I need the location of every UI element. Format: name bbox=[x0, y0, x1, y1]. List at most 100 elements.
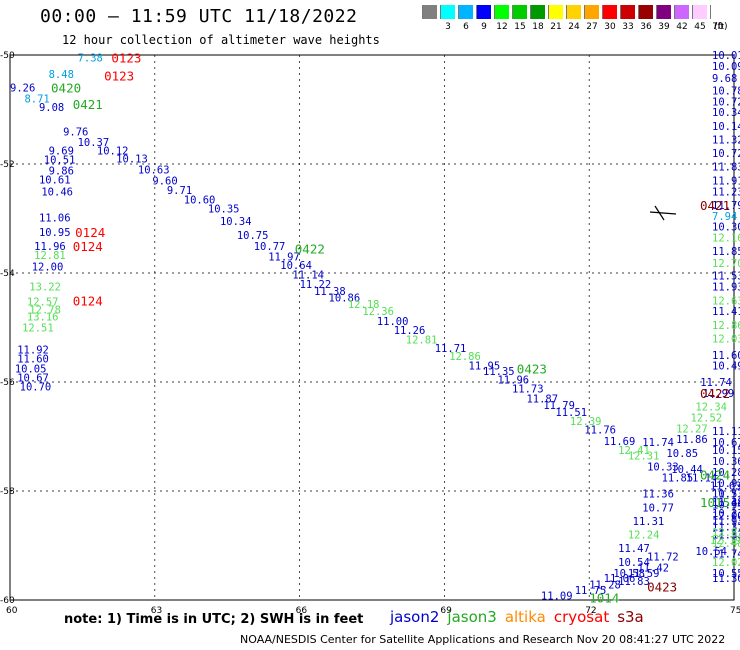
wave-height-label: 11.48 bbox=[712, 497, 740, 509]
pass-id-label: 0124 bbox=[75, 225, 105, 240]
pass-id-label: 0424 bbox=[700, 468, 730, 483]
wave-height-label: 10.72 bbox=[712, 148, 740, 160]
satellite-jason3: jason3 bbox=[447, 608, 497, 626]
wave-height-label: 9.86 bbox=[49, 166, 74, 178]
wave-height-label: 11.53 bbox=[712, 271, 740, 283]
legend-label: 42 bbox=[676, 22, 688, 32]
satellite-s3a: s3a bbox=[617, 608, 644, 626]
page-subtitle: 12 hour collection of altimeter wave hei… bbox=[62, 33, 380, 47]
legend-swatch bbox=[548, 5, 563, 19]
wave-height-label: 11.93 bbox=[712, 282, 740, 294]
wave-height-label: 12.63 bbox=[712, 295, 740, 307]
legend-swatch bbox=[512, 5, 527, 19]
wave-height-label: 10.01 bbox=[712, 50, 740, 62]
legend-swatch bbox=[674, 5, 689, 19]
wave-height-label: 10.15 bbox=[712, 445, 740, 457]
wave-height-label: 11.74 bbox=[700, 377, 732, 389]
pass-id-label: 0422 bbox=[295, 241, 325, 256]
legend-label: 39 bbox=[658, 22, 670, 32]
wave-height-label: 9.60 bbox=[152, 175, 177, 187]
wave-height-label: 11.75 bbox=[575, 585, 607, 597]
wave-height-label: 10.85 bbox=[666, 448, 698, 460]
latitude-tick-label: -56 bbox=[0, 378, 15, 388]
wave-height-label: 10.33 bbox=[647, 461, 679, 473]
wave-height-label: 11.83 bbox=[618, 576, 650, 588]
satellite-altika: altika bbox=[504, 608, 546, 626]
longitude-tick-label: 60 bbox=[6, 606, 18, 616]
wave-height-label: 10.12 bbox=[97, 145, 129, 157]
wave-height-label: 12.36 bbox=[362, 306, 394, 318]
wave-height-label: 9.26 bbox=[10, 83, 35, 95]
legend-swatch bbox=[638, 5, 653, 19]
longitude-tick-label: 72 bbox=[585, 606, 596, 616]
wave-height-label: 11.06 bbox=[39, 212, 71, 224]
wave-height-label: 12.02 bbox=[712, 557, 740, 569]
wave-height-label: 11.83 bbox=[712, 162, 740, 174]
wave-height-label: 11.47 bbox=[618, 543, 650, 555]
wave-height-label: 10.77 bbox=[254, 241, 286, 253]
wave-height-label: 10.86 bbox=[329, 293, 361, 305]
wave-height-label: 11.87 bbox=[526, 393, 558, 405]
latitude-tick-label: -58 bbox=[0, 487, 15, 497]
wave-height-label: 10.09 bbox=[712, 61, 740, 73]
longitude-tick-label: 69 bbox=[440, 606, 452, 616]
wave-height-label: 10.35 bbox=[208, 204, 240, 216]
legend-swatch bbox=[458, 5, 473, 19]
wave-height-label: 11.14 bbox=[292, 270, 324, 282]
pass-id-label: 0123 bbox=[104, 69, 134, 84]
satellite-jason2: jason2 bbox=[390, 608, 440, 626]
wave-height-label: 10.60 bbox=[184, 194, 216, 206]
legend-label: 30 bbox=[604, 22, 616, 32]
legend-swatch bbox=[530, 5, 545, 19]
wave-height-label: 11.95 bbox=[469, 361, 501, 373]
satellite-legend: jason2 jason3 altika cryosat s3a bbox=[390, 608, 652, 626]
wave-height-label: 12.18 bbox=[348, 299, 380, 311]
wave-height-label: 9.68 bbox=[712, 73, 737, 85]
wave-height-label: 12.78 bbox=[29, 305, 61, 317]
wave-height-label: 12.03 bbox=[712, 333, 740, 345]
legend-label: 45 bbox=[694, 22, 706, 32]
wave-height-label: 11.74 bbox=[712, 549, 740, 561]
wave-height-label: 11.74 bbox=[642, 437, 674, 449]
latitude-tick-label: -54 bbox=[0, 269, 15, 279]
wave-height-label: 11.09 bbox=[541, 591, 573, 603]
wave-height-label: 11.32 bbox=[712, 134, 740, 146]
legend-label: 24 bbox=[568, 22, 580, 32]
map-frame bbox=[9, 54, 735, 601]
wave-height-label: 11.60 bbox=[712, 350, 740, 362]
wave-height-label: 10.64 bbox=[280, 260, 312, 272]
wave-height-label: 8.48 bbox=[49, 69, 74, 81]
wave-height-label: 12.81 bbox=[712, 527, 740, 539]
wave-height-label: 10.05 bbox=[15, 363, 47, 375]
wave-height-label: 11.86 bbox=[676, 434, 708, 446]
wave-height-label: 10.54 bbox=[618, 557, 650, 569]
wave-height-label: 7.38 bbox=[78, 53, 103, 65]
wave-height-label: 10.30 bbox=[712, 222, 740, 234]
wave-height-label: 10.63 bbox=[138, 164, 170, 176]
legend-label: 3 bbox=[445, 22, 451, 32]
longitude-tick-label: 63 bbox=[151, 606, 162, 616]
legend-label: 12 bbox=[496, 22, 508, 32]
wave-height-label: 10.67 bbox=[17, 373, 49, 385]
wave-height-label: 12.48 bbox=[712, 538, 740, 550]
page-title: 00:00 – 11:59 UTC 11/18/2022 bbox=[40, 6, 358, 27]
wave-height-label: 10.58 bbox=[613, 568, 645, 580]
footer-note: note: 1) Time is in UTC; 2) SWH is in fe… bbox=[64, 612, 364, 627]
wave-height-label: 11.79 bbox=[712, 200, 740, 212]
wave-height-label: 12.81 bbox=[406, 334, 438, 346]
legend-swatch bbox=[584, 5, 599, 19]
wave-height-label: 12.27 bbox=[676, 423, 708, 435]
wave-height-label: 10.77 bbox=[712, 489, 740, 501]
wave-height-label: 11.60 bbox=[17, 354, 49, 366]
wave-height-label: 10.95 bbox=[39, 227, 71, 239]
wave-height-label: 11.85 bbox=[662, 472, 694, 484]
wave-height-label: 12.86 bbox=[712, 320, 740, 332]
wave-height-label: 11.59 bbox=[628, 568, 660, 580]
pass-id-label: 0421 bbox=[73, 97, 103, 112]
legend-label: 27 bbox=[586, 22, 598, 32]
wave-height-label: 11.30 bbox=[712, 573, 740, 585]
wave-height-label: 11.76 bbox=[584, 424, 616, 436]
marker-line bbox=[654, 205, 665, 221]
legend-swatch bbox=[494, 5, 509, 19]
